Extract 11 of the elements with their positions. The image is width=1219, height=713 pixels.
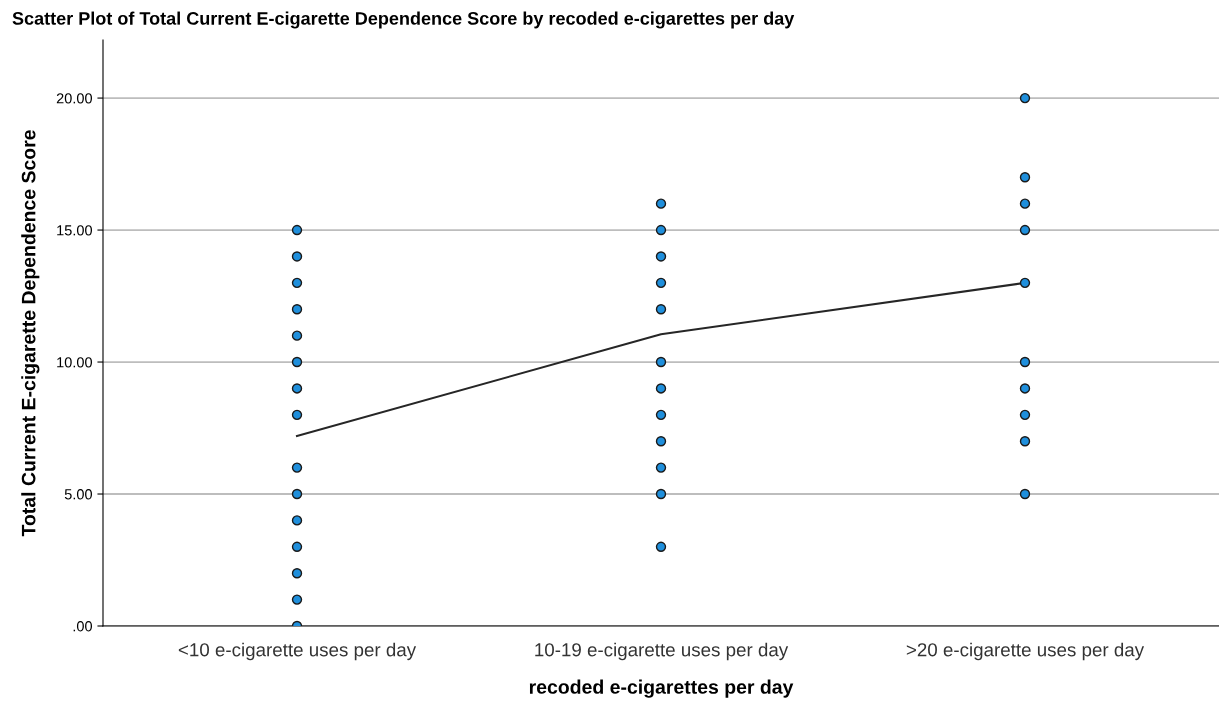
y-tick-label: 20.00 (56, 93, 93, 104)
x-tick-label: <10 e-cigarette uses per day (178, 642, 417, 661)
y-tick-label: 5.00 (64, 489, 93, 500)
y-tick-label: .00 (73, 621, 93, 632)
x-tick-label: >20 e-cigarette uses per day (906, 642, 1145, 661)
y-tick-label: 15.00 (57, 225, 93, 236)
y-tick-label: 10.00 (57, 357, 93, 368)
chart-title: Scatter Plot of Total Current E-cigarette Dependence Score by recoded e-cigarettes per day (12, 11, 795, 29)
x-tick-label: 10-19 e-cigarette uses per day (535, 642, 789, 661)
x-axis-title: recoded e-cigarettes per day (529, 679, 794, 698)
y-axis-title: Total Current E-cigarette Dependence Score (21, 130, 40, 537)
